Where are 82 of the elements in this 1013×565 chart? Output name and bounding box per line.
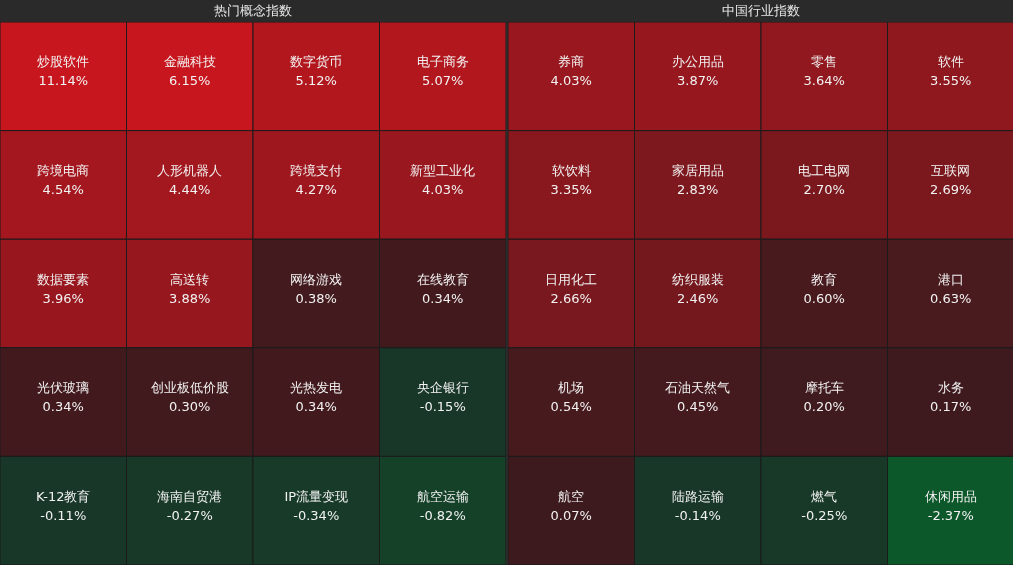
data-label: 0.54% (550, 399, 592, 415)
category-label: 人形机器人 (157, 162, 223, 178)
category-label: 办公用品 (671, 54, 724, 70)
category-label: 互联网 (931, 162, 971, 178)
category-label: 在线教育 (416, 271, 469, 287)
category-label: 金融科技 (163, 54, 216, 70)
data-label: 4.44% (169, 181, 211, 197)
data-label: 3.96% (42, 290, 84, 306)
category-label: 炒股软件 (37, 54, 90, 70)
data-label: 0.45% (677, 399, 719, 415)
category-label: 光热发电 (290, 380, 343, 396)
data-label: 0.20% (803, 399, 845, 415)
category-label: 航空运输 (416, 488, 469, 504)
category-label: 休闲用品 (924, 488, 977, 504)
data-label: 0.34% (295, 399, 337, 415)
category-label: K-12教育 (36, 488, 91, 504)
data-label: 6.15% (169, 73, 211, 89)
category-label: 水务 (937, 380, 964, 396)
data-label: -0.14% (674, 507, 721, 523)
data-label: 0.17% (930, 399, 972, 415)
category-label: 数据要素 (37, 271, 90, 287)
category-label: 摩托车 (804, 380, 844, 396)
category-label: 港口 (937, 271, 964, 287)
data-label: 3.64% (803, 73, 845, 89)
data-label: 5.07% (422, 73, 464, 89)
data-label: -2.37% (927, 507, 974, 523)
data-label: -0.27% (166, 507, 213, 523)
category-label: 石油天然气 (665, 380, 731, 396)
category-label: 海南自贸港 (157, 488, 223, 504)
category-label: 零售 (811, 54, 838, 70)
category-label: 航空 (558, 488, 585, 504)
data-label: 2.83% (677, 181, 719, 197)
data-label: 3.87% (677, 73, 719, 89)
data-label: -0.34% (293, 507, 340, 523)
category-label: 软件 (937, 54, 964, 70)
category-label: IP流量变现 (284, 488, 349, 504)
data-label: 0.60% (803, 290, 845, 306)
category-label: 教育 (811, 271, 838, 287)
category-label: 创业板低价股 (150, 380, 229, 396)
category-label: 日用化工 (545, 271, 598, 287)
text: 热门概念指数 (213, 2, 293, 20)
data-label: 4.03% (422, 181, 464, 197)
data-label: 4.27% (295, 181, 337, 197)
data-label: 3.55% (930, 73, 972, 89)
category-label: 家居用品 (671, 162, 724, 178)
data-label: 2.70% (803, 181, 845, 197)
data-label: 2.66% (550, 290, 592, 306)
data-label: -0.25% (801, 507, 848, 523)
data-label: -0.15% (419, 399, 466, 415)
category-label: 陆路运输 (671, 488, 724, 504)
data-label: 11.14% (38, 73, 89, 89)
data-label: 4.03% (550, 73, 592, 89)
category-label: 软饮料 (551, 162, 591, 178)
data-label: 5.12% (295, 73, 337, 89)
data-label: 3.35% (550, 181, 592, 197)
data-label: 0.30% (169, 399, 211, 415)
category-label: 跨境电商 (37, 162, 90, 178)
data-label: 3.88% (169, 290, 211, 306)
category-label: 券商 (558, 54, 585, 70)
category-label: 燃气 (811, 488, 838, 504)
category-label: 新型工业化 (410, 162, 476, 178)
data-label: 0.34% (422, 290, 464, 306)
data-label: 0.38% (295, 290, 337, 306)
category-label: 数字货币 (290, 54, 343, 70)
category-label: 电工电网 (798, 162, 851, 178)
data-label: 2.46% (677, 290, 719, 306)
category-label: 跨境支付 (290, 162, 343, 178)
category-label: 电子商务 (416, 54, 469, 70)
category-label: 机场 (558, 380, 585, 396)
category-label: 光伏玻璃 (37, 380, 90, 396)
data-label: 0.07% (550, 507, 592, 523)
data-label: 0.34% (42, 399, 84, 415)
category-label: 高送转 (170, 271, 210, 287)
category-label: 网络游戏 (290, 271, 343, 287)
data-label: 0.63% (930, 290, 972, 306)
text: 中国行业指数 (721, 2, 801, 20)
category-label: 纺织服装 (671, 271, 724, 287)
data-label: -0.82% (419, 507, 466, 523)
data-label: -0.11% (40, 507, 87, 523)
data-label: 4.54% (42, 181, 84, 197)
category-label: 央企银行 (416, 380, 469, 396)
data-label: 2.69% (930, 181, 972, 197)
